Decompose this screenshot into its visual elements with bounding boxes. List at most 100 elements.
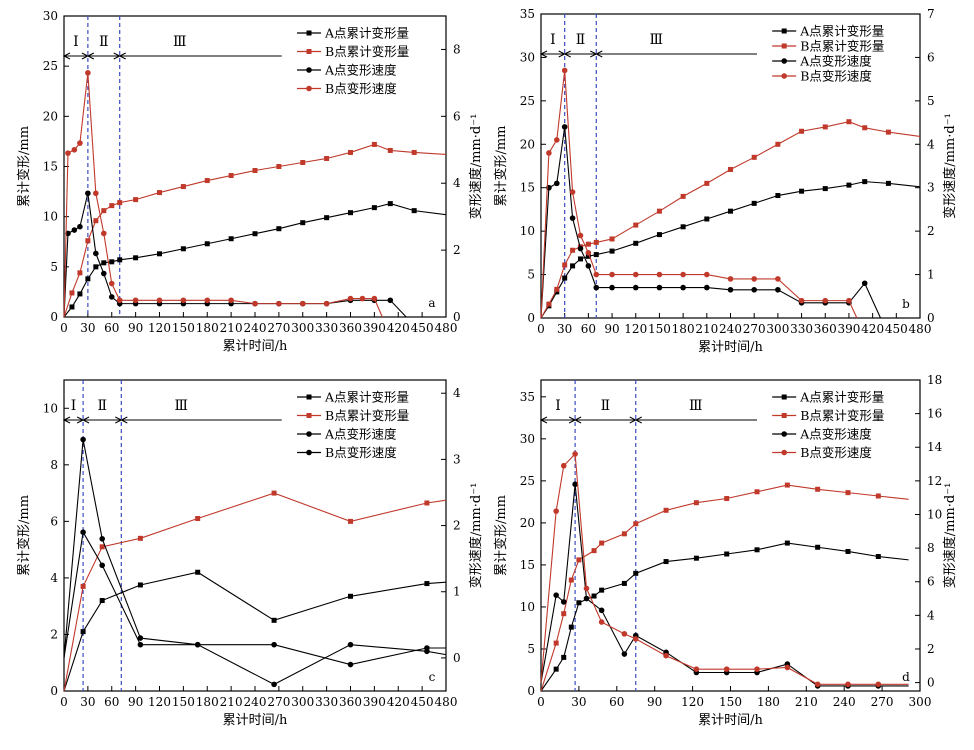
y-left-axis-title: 累计变形/mm [493,495,509,576]
panel-label: c [429,670,436,684]
series-point-3 [99,562,105,569]
y-right-tick-label: 2 [927,224,935,238]
series-point-1 [348,149,353,155]
series-line-0 [540,181,921,319]
x-tick-label: 390 [363,321,386,335]
series-point-0 [387,201,393,207]
x-tick-label: 60 [104,321,119,335]
y-left-tick-label: 5 [527,642,535,656]
series-point-0 [724,551,730,557]
series-point-1 [663,507,669,513]
series-point-3 [632,636,639,642]
series-point-0 [80,629,86,635]
x-tick-label: 30 [557,322,572,336]
stage-arrow-head [118,52,126,60]
stage-arrow-head [539,50,548,58]
series-point-0 [204,241,210,247]
series-point-1 [228,173,234,179]
x-tick-label: 240 [833,695,856,709]
series-point-0 [348,210,353,216]
series-point-1 [862,125,868,131]
series-point-3 [875,681,882,688]
series-point-1 [80,583,86,589]
y-left-tick-label: 4 [50,571,58,585]
stage-arrow-head [573,416,582,424]
series-point-2 [680,284,686,291]
series-point-2 [583,595,590,602]
chart-panel-d: 0 30 60 90 120 150 180 210 240 270 300051015202530… [493,373,958,728]
legend-entry: B点变形速度 [325,445,397,460]
x-tick-label: 300 [909,695,932,709]
x-tick-label: 270 [267,695,290,709]
y-left-axis-title: 累计变形/mm [493,125,509,206]
series-point-3 [585,250,592,256]
series-point-3 [93,190,99,197]
series-point-0 [157,251,162,257]
series-point-0 [585,253,591,259]
legend-entry: B点变形速度 [800,445,872,460]
series-point-0 [93,264,99,270]
y-right-tick-label: 14 [927,440,943,454]
series-point-1 [875,493,881,499]
x-tick-label: 90 [128,695,143,709]
series-point-3 [553,137,560,143]
y-right-tick-label: 0 [453,651,461,665]
y-right-axis-title: 变形速度/mm·d⁻¹ [942,113,958,219]
legend-marker [306,449,312,456]
x-tick-label: 150 [648,322,671,336]
series-point-1 [387,147,393,153]
stage-arrow-head [563,50,571,58]
x-tick-label: 360 [339,321,362,335]
y-left-tick-label: 20 [520,516,535,530]
legend-entry: A点累计变形量 [799,24,884,39]
series-point-2 [609,284,615,291]
y-left-tick-label: 15 [520,558,535,572]
panel-label: a [428,296,435,310]
series-point-0 [799,188,805,194]
series-point-0 [621,580,627,586]
series-point-0 [77,291,83,297]
series-point-1 [576,557,582,563]
y-right-tick-label: 1 [927,268,935,282]
y-right-tick-label: 10 [927,507,942,521]
series-point-1 [562,262,568,268]
y-left-tick-label: 15 [43,160,58,174]
x-tick-label: 240 [244,321,267,335]
series-point-0 [300,220,306,226]
series-point-0 [704,216,710,222]
x-tick-label: 300 [291,695,314,709]
y-left-tick-label: 8 [50,458,58,472]
series-point-0 [411,208,417,214]
x-axis-title: 累计时间/h [698,713,763,728]
series-line-3 [540,452,909,685]
series-point-3 [754,666,760,672]
legend-marker [306,85,312,92]
series-point-3 [598,619,605,625]
series-point-3 [693,666,700,672]
stage-label: Ⅱ [576,32,586,48]
x-tick-label: 240 [719,322,742,336]
series-point-1 [593,239,599,245]
series-point-2 [704,284,710,291]
x-tick-label: 390 [837,322,860,336]
series-point-1 [846,119,852,125]
series-point-1 [609,236,615,242]
x-tick-label: 330 [315,321,338,335]
legend-entry: A点变形速度 [799,54,872,69]
series-point-0 [562,275,568,281]
stage-label: Ⅲ [173,34,187,50]
stage-label: Ⅰ [73,34,79,50]
series-point-3 [194,641,201,648]
series-point-3 [180,297,187,304]
x-tick-label: 30 [80,321,95,335]
stage-label: Ⅲ [689,398,703,414]
series-point-3 [85,70,91,76]
series-point-0 [117,257,123,263]
series-point-3 [271,641,277,648]
series-line-0 [540,542,909,692]
series-point-1 [591,548,597,554]
series-point-0 [85,276,91,282]
series-point-1 [157,190,162,196]
series-line-2 [540,484,909,687]
